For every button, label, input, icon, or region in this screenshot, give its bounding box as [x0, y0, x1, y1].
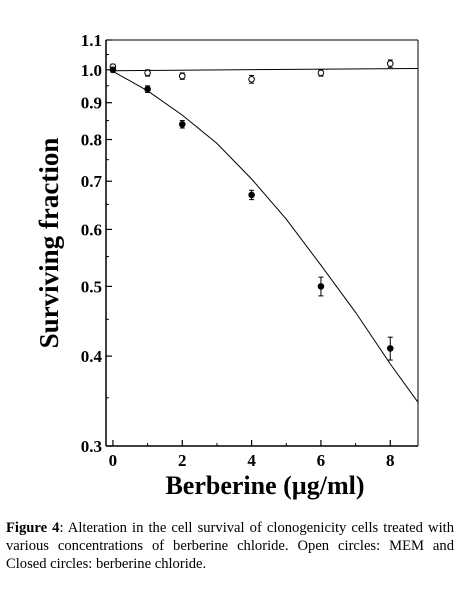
y-tick-label: 0.8 [81, 131, 102, 150]
y-tick-label: 0.3 [81, 437, 102, 456]
filled-circle-point [144, 85, 151, 93]
y-tick-label: 1.0 [81, 61, 102, 80]
filled-circle-point [248, 191, 255, 199]
x-axis-title: Berberine (µg/ml) [165, 471, 364, 500]
data-points [109, 59, 394, 361]
x-tick-label: 8 [386, 451, 395, 470]
open-circle-point [317, 69, 325, 77]
x-tick-label: 2 [178, 451, 187, 470]
y-tick-label: 0.5 [81, 277, 102, 296]
caption-text: : Alteration in the cell survival of clo… [6, 520, 454, 572]
fit-line-1 [112, 68, 419, 72]
filled-circle-point [317, 283, 325, 290]
y-tick-label: 0.9 [81, 94, 102, 113]
caption-label: Figure 4 [6, 520, 60, 536]
y-tick-label: 1.1 [81, 31, 102, 50]
surviving-fraction-chart: 0.3 0.4 0.5 0.6 0.7 0.8 0.9 1.0 1.1 0 2 4 6 8 Berberi… [34, 31, 419, 500]
filled-circle-point [109, 66, 117, 74]
open-circle-point [178, 72, 186, 80]
caption-box [3, 509, 455, 605]
fit-lines [112, 68, 419, 403]
open-circle-point [386, 60, 394, 67]
y-tick-label: 0.7 [81, 172, 103, 191]
x-tick-label: 4 [247, 451, 256, 470]
y-tick-label: 0.6 [81, 220, 102, 239]
chart-axes [105, 39, 419, 447]
figure-caption: Figure 4: Alteration in the cell surviva… [6, 519, 454, 573]
filled-circle-point [178, 120, 186, 128]
y-tick-label: 0.4 [81, 347, 103, 366]
x-tick-label: 6 [317, 451, 326, 470]
fit-line-2 [112, 70, 419, 403]
tick-labels: 0.3 0.4 0.5 0.6 0.7 0.8 0.9 1.0 1.1 0 2 4 6 8 [81, 31, 395, 470]
open-circle-point [248, 76, 255, 83]
y-axis-title: Surviving fraction [34, 138, 64, 349]
filled-circle-point [386, 345, 394, 352]
x-tick-label: 0 [109, 451, 118, 470]
open-circle-point [144, 69, 151, 77]
